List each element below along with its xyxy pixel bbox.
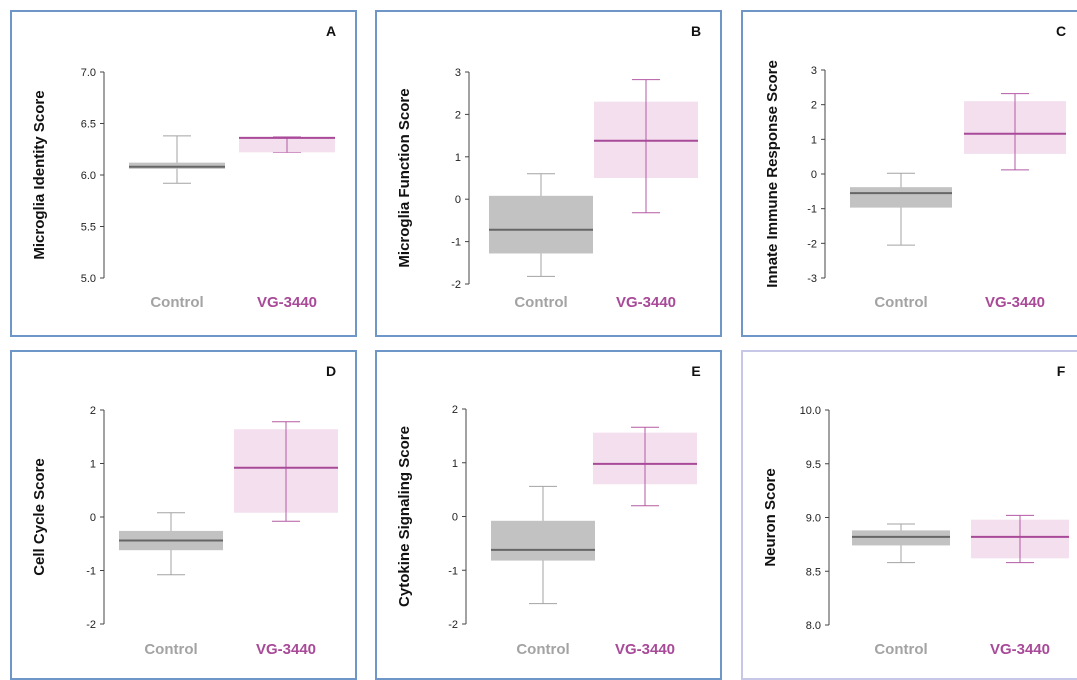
- y-axis-label: Microglia Function Score: [396, 88, 413, 267]
- y-tick-label: 0: [452, 512, 458, 524]
- y-tick-label: -1: [448, 565, 458, 577]
- category-label-vg3440: VG-3440: [616, 294, 676, 311]
- y-tick-label: 8.5: [806, 566, 821, 578]
- box-vg3440: [239, 136, 335, 153]
- panel-letter: B: [691, 23, 701, 39]
- y-tick-label: 2: [90, 405, 96, 417]
- y-axis-label: Neuron Score: [762, 468, 779, 566]
- y-tick-label: 3: [455, 67, 461, 79]
- y-tick-label: 1: [90, 459, 96, 471]
- category-label-vg3440: VG-3440: [985, 294, 1045, 311]
- y-tick-label: 0: [90, 512, 96, 524]
- panel-f: 8.0 8.5 9.0 9.5 10.0 Neuron Score F Control VG-3…: [741, 350, 1077, 680]
- chart-a: 5.0 5.5 6.0 6.5 7.0 Microglia Identity Score A…: [31, 23, 336, 311]
- y-tick-label: 1: [811, 134, 817, 146]
- box-vg3440: [964, 93, 1066, 171]
- y-tick-label: -1: [807, 204, 817, 216]
- panel-d: -2 -1 0 1 2 Cell Cycle Score D Control VG-3440: [10, 350, 357, 680]
- iqr-box: [129, 162, 225, 169]
- panel-letter: C: [1056, 23, 1066, 39]
- y-tick-label: 5.0: [81, 273, 96, 285]
- panel-b: -2 -1 0 1 2 3 Microglia Function Score B Control…: [375, 10, 722, 337]
- panel-letter: F: [1057, 363, 1066, 379]
- chart-c: -3 -2 -1 0 1 2 3 Innate Immune Response Score C C…: [764, 23, 1066, 311]
- panel-c: -3 -2 -1 0 1 2 3 Innate Immune Response Score C C…: [741, 10, 1077, 337]
- panel-letter: D: [326, 363, 336, 379]
- category-label-vg3440: VG-3440: [257, 294, 317, 311]
- panel-letter: E: [691, 363, 700, 379]
- y-axis-label: Innate Immune Response Score: [764, 60, 781, 288]
- y-tick-label: 7.0: [81, 67, 96, 79]
- y-axis-label: Microglia Identity Score: [31, 90, 48, 259]
- panel-a: 5.0 5.5 6.0 6.5 7.0 Microglia Identity Score A…: [10, 10, 357, 337]
- y-tick-label: 10.0: [800, 405, 821, 417]
- category-label-control: Control: [874, 641, 927, 658]
- y-tick-label: 2: [455, 109, 461, 121]
- category-label-vg3440: VG-3440: [990, 641, 1050, 658]
- box-control: [119, 512, 223, 576]
- y-tick-label: -3: [807, 273, 817, 285]
- y-tick-label: 1: [455, 152, 461, 164]
- y-axis-label: Cytokine Signaling Score: [396, 426, 413, 607]
- box-control: [129, 135, 225, 184]
- iqr-box: [850, 187, 952, 208]
- y-tick-label: 2: [811, 100, 817, 112]
- iqr-box: [852, 530, 950, 546]
- y-axis-label: Cell Cycle Score: [31, 458, 48, 576]
- box-vg3440: [234, 421, 338, 522]
- y-tick-label: -1: [451, 237, 461, 249]
- y-tick-label: 9.0: [806, 513, 821, 525]
- chart-e: -2 -1 0 1 2 Cytokine Signaling Score E Control V…: [396, 363, 701, 658]
- y-tick-label: -2: [807, 238, 817, 250]
- iqr-box: [489, 195, 593, 254]
- y-tick-label: 6.5: [81, 119, 96, 131]
- category-label-control: Control: [514, 294, 567, 311]
- chart-f: 8.0 8.5 9.0 9.5 10.0 Neuron Score F Control VG-3…: [762, 363, 1069, 658]
- y-tick-label: 8.0: [806, 620, 821, 632]
- y-tick-label: 5.5: [81, 222, 96, 234]
- y-tick-label: -2: [448, 619, 458, 631]
- y-tick-label: 0: [811, 169, 817, 181]
- box-vg3440: [593, 426, 697, 507]
- y-tick-label: 3: [811, 65, 817, 77]
- category-label-control: Control: [144, 641, 197, 658]
- box-control: [850, 172, 952, 246]
- iqr-box: [491, 520, 595, 561]
- chart-d: -2 -1 0 1 2 Cell Cycle Score D Control VG-3440: [31, 363, 338, 658]
- y-tick-label: 6.0: [81, 170, 96, 182]
- box-vg3440: [594, 79, 698, 214]
- y-tick-label: 9.5: [806, 459, 821, 471]
- y-tick-label: 1: [452, 458, 458, 470]
- y-tick-label: 0: [455, 194, 461, 206]
- y-tick-label: -1: [86, 566, 96, 578]
- category-label-vg3440: VG-3440: [256, 641, 316, 658]
- y-tick-label: 2: [452, 404, 458, 416]
- chart-b: -2 -1 0 1 2 3 Microglia Function Score B Control…: [396, 23, 701, 311]
- category-label-control: Control: [516, 641, 569, 658]
- y-tick-label: -2: [86, 619, 96, 631]
- category-label-vg3440: VG-3440: [615, 641, 675, 658]
- box-control: [491, 485, 595, 605]
- panel-e: -2 -1 0 1 2 Cytokine Signaling Score E Control V…: [375, 350, 722, 680]
- category-label-control: Control: [874, 294, 927, 311]
- y-tick-label: -2: [451, 279, 461, 291]
- panel-letter: A: [326, 23, 336, 39]
- box-control: [852, 523, 950, 564]
- box-control: [489, 173, 593, 277]
- box-vg3440: [971, 514, 1069, 564]
- category-label-control: Control: [150, 294, 203, 311]
